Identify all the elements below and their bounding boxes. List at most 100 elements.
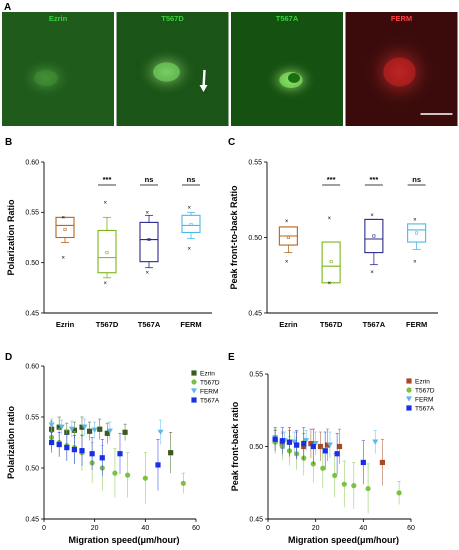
y-axis-label: Polarization ratio bbox=[6, 405, 16, 479]
legend-label: T567D bbox=[200, 379, 220, 386]
y-tick-label: 0.50 bbox=[249, 444, 263, 451]
significance-label: ns bbox=[145, 175, 154, 184]
box-t567a: × × T567A *** bbox=[363, 175, 386, 329]
data-point bbox=[168, 450, 174, 456]
y-tick-label: 0.55 bbox=[249, 371, 263, 378]
x-tick-label: 60 bbox=[192, 525, 200, 532]
box-iqr bbox=[364, 218, 384, 254]
panel-label-b: B bbox=[5, 137, 12, 148]
box-iqr bbox=[55, 216, 75, 239]
legend-label: T567A bbox=[415, 405, 435, 412]
y-tick-label: 0.60 bbox=[25, 363, 39, 370]
outlier-marker-low: × bbox=[104, 281, 108, 287]
box-mean bbox=[329, 260, 333, 264]
x-axis-label: Migration speed(μm/hour) bbox=[288, 535, 399, 545]
box-iqr bbox=[407, 223, 427, 243]
significance-label: ns bbox=[187, 175, 196, 184]
outlier-marker-high: × bbox=[188, 205, 192, 211]
data-point bbox=[279, 438, 285, 444]
panel-label-a: A bbox=[4, 2, 11, 13]
box-iqr bbox=[321, 241, 341, 284]
data-point bbox=[351, 483, 357, 489]
box-mean bbox=[415, 231, 419, 235]
outlier-marker-high: × bbox=[413, 217, 417, 223]
data-point bbox=[89, 451, 95, 457]
category-label: T567A bbox=[138, 320, 161, 329]
legend-marker bbox=[406, 387, 412, 393]
outlier-marker-low: × bbox=[285, 260, 289, 266]
outlier-marker-low: × bbox=[413, 260, 417, 266]
box-mean bbox=[286, 236, 290, 240]
data-point bbox=[71, 427, 77, 433]
data-point bbox=[79, 448, 85, 454]
box-iqr bbox=[139, 221, 159, 263]
micrograph-title: Ezrin bbox=[49, 14, 68, 23]
y-tick-label: 0.55 bbox=[25, 414, 39, 421]
outlier-marker-low: × bbox=[370, 270, 374, 276]
box-t567a: × × T567A ns bbox=[138, 175, 161, 329]
data-point bbox=[303, 438, 310, 444]
box-mean bbox=[105, 251, 109, 255]
data-point bbox=[360, 459, 366, 466]
y-axis-label: Polarization Ratio bbox=[6, 199, 16, 276]
data-point bbox=[79, 424, 85, 430]
category-label: T567A bbox=[363, 320, 386, 329]
charts: B 0.45 0.50 0.55 0.60 Polarization Ratio × × Ezr… bbox=[5, 137, 438, 545]
legend: Ezrin T567D FERM T567A bbox=[406, 378, 435, 412]
x-tick-label: 20 bbox=[312, 525, 320, 532]
significance-label: ns bbox=[412, 175, 421, 184]
outlier-marker-high: × bbox=[104, 200, 108, 206]
data-point bbox=[112, 470, 118, 476]
cell-body bbox=[34, 70, 58, 86]
cell-nucleus bbox=[288, 73, 300, 83]
category-label: Ezrin bbox=[56, 320, 75, 329]
x-tick-label: 0 bbox=[42, 525, 46, 532]
data-point bbox=[332, 472, 338, 479]
legend-label: T567D bbox=[415, 387, 435, 394]
micrograph-title: T567A bbox=[276, 14, 299, 23]
data-point bbox=[155, 462, 161, 468]
data-point bbox=[372, 439, 379, 445]
legend-marker bbox=[191, 397, 197, 403]
series-t567d bbox=[49, 424, 186, 504]
outlier-marker-low: × bbox=[62, 256, 66, 262]
y-tick-label: 0.50 bbox=[25, 465, 39, 472]
outlier-marker-low: × bbox=[146, 271, 150, 277]
data-point bbox=[99, 455, 105, 461]
arrow-head bbox=[199, 85, 208, 92]
data-point bbox=[56, 424, 62, 430]
micrograph-t567d: T567D bbox=[116, 12, 229, 126]
box-t567d: × × T567D *** bbox=[96, 175, 119, 329]
box-mean bbox=[147, 238, 151, 242]
box-mean bbox=[372, 234, 376, 238]
data-point bbox=[308, 441, 314, 447]
legend: Ezrin T567D FERM T567A bbox=[191, 370, 220, 404]
outlier-marker-high: × bbox=[328, 216, 332, 222]
data-point bbox=[180, 480, 186, 486]
category-label: T567D bbox=[96, 320, 119, 329]
chart-panel-d: D 0.45 0.50 0.55 0.60 Polarization ratio 0 20 40… bbox=[5, 352, 220, 545]
legend-marker bbox=[406, 396, 412, 402]
data-point bbox=[68, 426, 75, 432]
box-mean bbox=[63, 227, 67, 231]
panel-a: A Ezrin T567D T567A FERM bbox=[2, 2, 458, 126]
legend-label: Ezrin bbox=[415, 378, 430, 385]
outlier-marker-high: × bbox=[285, 219, 289, 225]
data-point bbox=[365, 485, 371, 492]
data-point bbox=[142, 475, 148, 481]
box-iqr bbox=[181, 214, 201, 234]
data-point bbox=[336, 443, 343, 450]
data-point bbox=[97, 426, 103, 432]
x-tick-label: 40 bbox=[359, 525, 367, 532]
data-point bbox=[341, 481, 347, 487]
data-point bbox=[396, 490, 402, 496]
y-axis-label: Peak front-to-back Ratio bbox=[229, 185, 239, 290]
legend-marker bbox=[406, 378, 412, 384]
y-tick-label: 0.45 bbox=[249, 516, 263, 523]
data-point bbox=[312, 441, 319, 447]
x-tick-label: 40 bbox=[141, 525, 149, 532]
legend-marker bbox=[191, 370, 197, 376]
box-iqr bbox=[97, 229, 117, 274]
data-point bbox=[87, 428, 93, 434]
box-ferm: × × FERM ns bbox=[180, 175, 201, 329]
